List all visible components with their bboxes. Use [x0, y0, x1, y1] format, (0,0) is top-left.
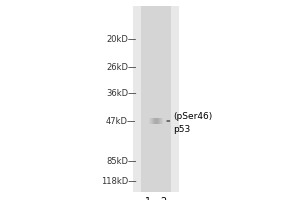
Bar	[133, 6, 179, 192]
Text: 36kD—: 36kD—	[106, 88, 136, 98]
Bar	[156, 6, 171, 192]
Text: 118kD—: 118kD—	[101, 176, 136, 186]
Text: 20kD—: 20kD—	[106, 36, 136, 45]
Text: 26kD—: 26kD—	[106, 62, 136, 72]
Text: 2: 2	[160, 197, 166, 200]
Text: 85kD—: 85kD—	[106, 156, 136, 166]
Text: 1: 1	[146, 197, 152, 200]
Text: 47kD—: 47kD—	[106, 116, 136, 126]
Text: p53: p53	[173, 125, 191, 134]
Bar	[141, 6, 156, 192]
Text: (pSer46): (pSer46)	[173, 112, 213, 121]
